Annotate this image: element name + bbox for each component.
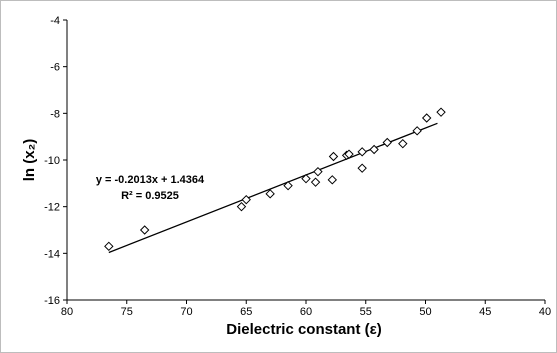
data-point: [104, 241, 114, 252]
data-point: [412, 126, 422, 136]
data-point: [313, 166, 323, 177]
data-point: [436, 107, 446, 117]
x-tick-label: 45: [479, 306, 491, 318]
x-tick-label: 80: [61, 306, 73, 318]
x-tick-label: 65: [240, 306, 252, 318]
y-axis-title: ln (x₂): [21, 139, 38, 182]
y-tick-label: -16: [44, 295, 60, 307]
data-point: [310, 177, 321, 187]
y-tick-label: -6: [50, 62, 60, 74]
data-point: [382, 137, 392, 148]
y-tick-label: -10: [44, 155, 60, 167]
data-points: [104, 107, 446, 252]
y-tick-label: -14: [44, 248, 60, 260]
data-point: [328, 151, 339, 162]
y-tick-label: -12: [44, 202, 60, 214]
y-tick-label: -8: [50, 108, 60, 120]
data-point: [344, 149, 354, 159]
y-tick-label: -4: [50, 15, 60, 27]
data-point: [265, 189, 275, 199]
trendline-layer: [108, 122, 438, 254]
data-point: [421, 113, 432, 123]
data-point: [398, 138, 408, 149]
data-point: [283, 180, 293, 191]
x-axis-title: Dielectric constant (ε): [226, 321, 382, 338]
x-ticks: 80 75 70 65 60 55 50 45 40: [61, 300, 551, 318]
data-point: [327, 175, 337, 185]
x-tick-label: 60: [300, 306, 312, 318]
axes: [66, 20, 545, 301]
data-point: [369, 144, 379, 155]
y-ticks: -4 -6 -8 -10 -12 -14 -16: [44, 15, 67, 307]
x-tick-label: 40: [539, 306, 551, 318]
trendline: [108, 122, 438, 254]
data-point: [357, 147, 367, 157]
data-point: [241, 194, 251, 205]
data-point: [357, 163, 367, 173]
x-tick-label: 70: [180, 306, 192, 318]
x-tick-label: 75: [121, 306, 133, 318]
data-point: [301, 173, 311, 184]
r-squared-label: R² = 0.9525: [121, 190, 179, 202]
x-tick-label: 50: [419, 306, 431, 318]
x-tick-label: 55: [360, 306, 372, 318]
trendline-equation: y = -0.2013x + 1.4364: [96, 174, 205, 186]
data-point: [139, 225, 150, 235]
data-point: [236, 201, 247, 212]
